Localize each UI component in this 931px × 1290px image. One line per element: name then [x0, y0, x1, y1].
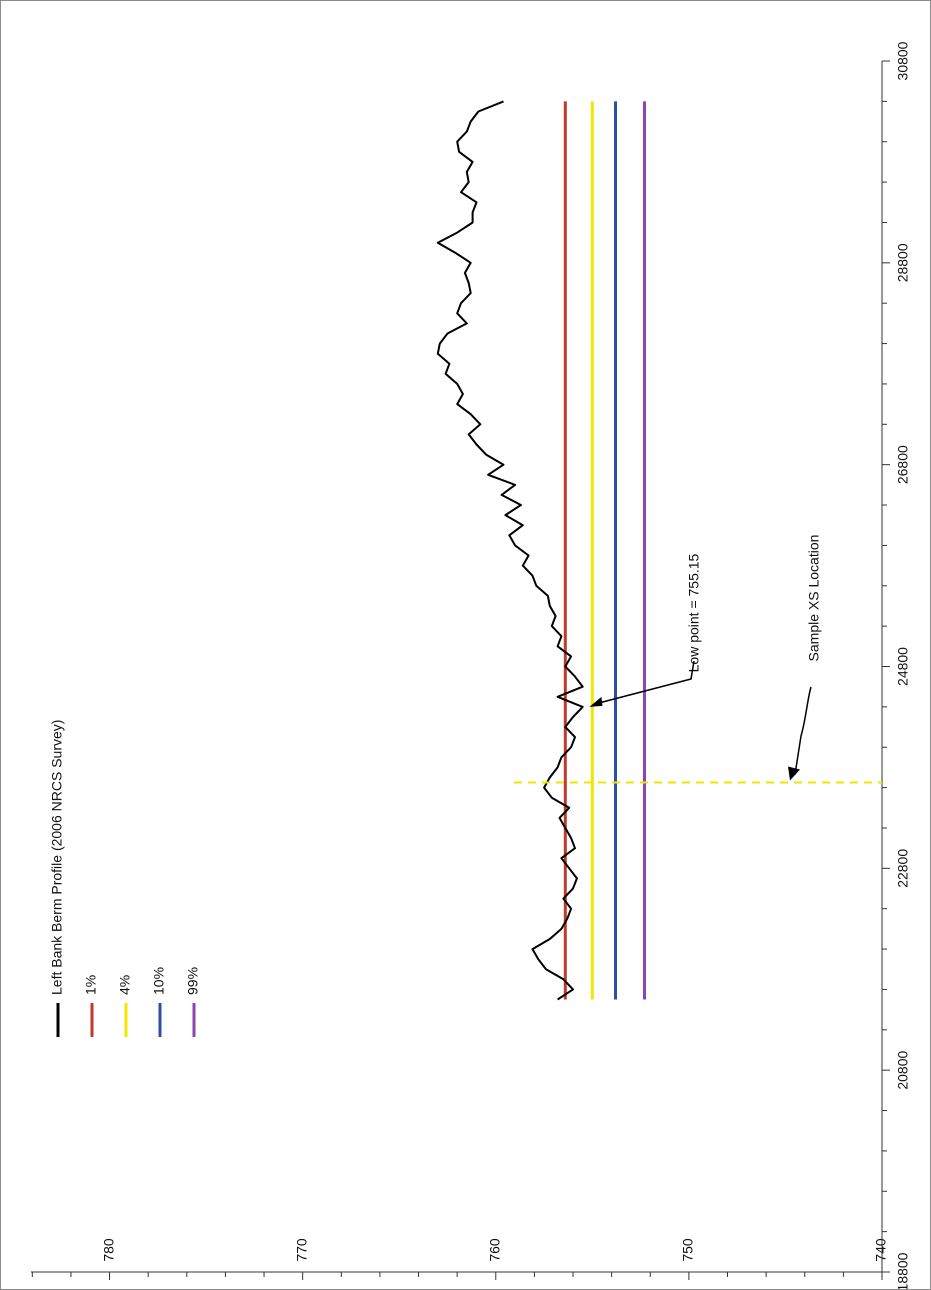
series-layer [436, 100, 646, 1001]
x-axis-ticks: 18800 20800 22800 24800 26800 28800 30800 [882, 41, 911, 1289]
x-tick-label: 18800 [895, 1252, 911, 1289]
sample-xs-arrowhead [788, 766, 800, 781]
x-tick-label: 26800 [895, 445, 911, 484]
legend-label: 1% [83, 975, 99, 995]
legend-label: Left Bank Berm Profile (2006 NRCS Survey… [49, 720, 65, 995]
legend-label: 10% [151, 967, 167, 995]
legend-label: 99% [185, 967, 201, 995]
x-tick-label: 24800 [895, 647, 911, 686]
y-tick-label: 740 [873, 1238, 889, 1262]
sample-xs-label: Sample XS Location [806, 535, 822, 662]
y-tick-label: 750 [680, 1238, 696, 1262]
y-tick-label: 770 [293, 1238, 309, 1262]
low-point-label: Low point = 755.15 [686, 553, 702, 672]
x-tick-label: 20800 [895, 1050, 911, 1089]
legend: Left Bank Berm Profile (2006 NRCS Survey… [49, 720, 201, 1037]
annotations-layer: Low point = 755.15 Sample XS Location [514, 535, 882, 784]
x-tick-label: 30800 [895, 41, 911, 80]
x-tick-label: 22800 [895, 849, 911, 888]
y-tick-label: 760 [486, 1238, 502, 1262]
low-point-arrowhead [589, 696, 603, 707]
low-point-arrow-line [595, 660, 695, 705]
profile-line [436, 100, 584, 1001]
x-tick-label: 28800 [895, 243, 911, 282]
legend-label: 4% [117, 975, 133, 995]
y-tick-label: 780 [100, 1238, 116, 1262]
sample-xs-arrow-line [794, 686, 812, 775]
y-axis-ticks: 740 750 760 770 780 [31, 1238, 889, 1280]
